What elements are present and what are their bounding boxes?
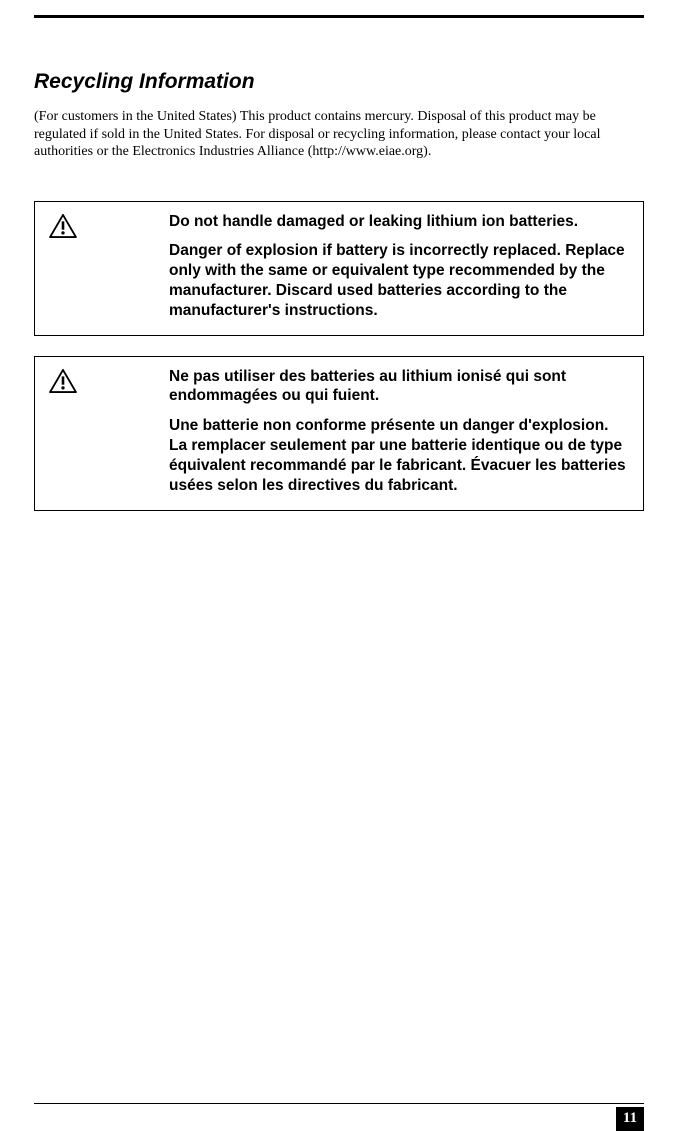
warning-icon <box>49 214 77 238</box>
warning-icon-col <box>49 367 169 496</box>
document-page: Recycling Information (For customers in … <box>0 0 678 1126</box>
warning-text: Do not handle damaged or leaking lithium… <box>169 212 629 321</box>
warning-box-en: Do not handle damaged or leaking lithium… <box>34 201 644 336</box>
warning-line: Une batterie non conforme présente un da… <box>169 416 629 495</box>
content-area: Recycling Information (For customers in … <box>34 70 644 531</box>
warning-text: Ne pas utiliser des batteries au lithium… <box>169 367 629 496</box>
warning-icon <box>49 369 77 393</box>
page-number: 11 <box>616 1107 644 1131</box>
warning-line: Do not handle damaged or leaking lithium… <box>169 212 629 232</box>
warning-box-fr: Ne pas utiliser des batteries au lithium… <box>34 356 644 511</box>
intro-paragraph: (For customers in the United States) Thi… <box>34 108 644 161</box>
warning-line: Ne pas utiliser des batteries au lithium… <box>169 367 629 407</box>
warning-line: Danger of explosion if battery is incorr… <box>169 241 629 320</box>
warning-icon-col <box>49 212 169 321</box>
footer-rule <box>34 1103 644 1105</box>
section-title: Recycling Information <box>34 70 644 94</box>
footer: 11 <box>34 1103 644 1105</box>
top-rule <box>34 15 644 18</box>
